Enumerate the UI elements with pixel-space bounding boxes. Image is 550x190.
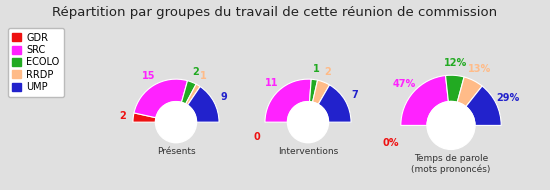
Text: Interventions: Interventions xyxy=(278,147,338,156)
Text: 0: 0 xyxy=(254,132,260,142)
Text: 29%: 29% xyxy=(496,93,519,103)
Text: 47%: 47% xyxy=(393,78,416,89)
Legend: GDR, SRC, ECOLO, RRDP, UMP: GDR, SRC, ECOLO, RRDP, UMP xyxy=(8,28,64,97)
Text: 1: 1 xyxy=(312,64,320,74)
Text: Temps de parole
(mots prononcés): Temps de parole (mots prononcés) xyxy=(411,154,491,174)
Wedge shape xyxy=(318,85,351,122)
Text: 12%: 12% xyxy=(444,58,468,68)
Text: 11: 11 xyxy=(265,78,278,88)
Text: 2: 2 xyxy=(119,111,126,121)
Text: 2: 2 xyxy=(192,67,199,77)
Wedge shape xyxy=(188,87,219,122)
Wedge shape xyxy=(134,79,188,118)
Wedge shape xyxy=(265,79,311,122)
Wedge shape xyxy=(310,79,317,102)
Wedge shape xyxy=(312,80,329,104)
Wedge shape xyxy=(401,75,448,125)
Wedge shape xyxy=(182,81,196,104)
Circle shape xyxy=(427,101,475,149)
Text: 13%: 13% xyxy=(468,64,491,74)
Text: 9: 9 xyxy=(220,92,227,102)
Text: 1: 1 xyxy=(200,71,207,81)
Text: 7: 7 xyxy=(351,90,358,100)
Wedge shape xyxy=(446,75,464,102)
Text: Répartition par groupes du travail de cette réunion de commission: Répartition par groupes du travail de ce… xyxy=(52,6,498,19)
Circle shape xyxy=(156,102,196,143)
Wedge shape xyxy=(457,77,482,107)
Text: 15: 15 xyxy=(141,71,155,81)
Text: 0%: 0% xyxy=(383,138,399,147)
Wedge shape xyxy=(466,86,501,125)
Wedge shape xyxy=(133,113,156,122)
Wedge shape xyxy=(185,84,200,105)
Text: 2: 2 xyxy=(324,67,331,77)
Text: Présents: Présents xyxy=(157,147,195,156)
Circle shape xyxy=(288,102,328,143)
